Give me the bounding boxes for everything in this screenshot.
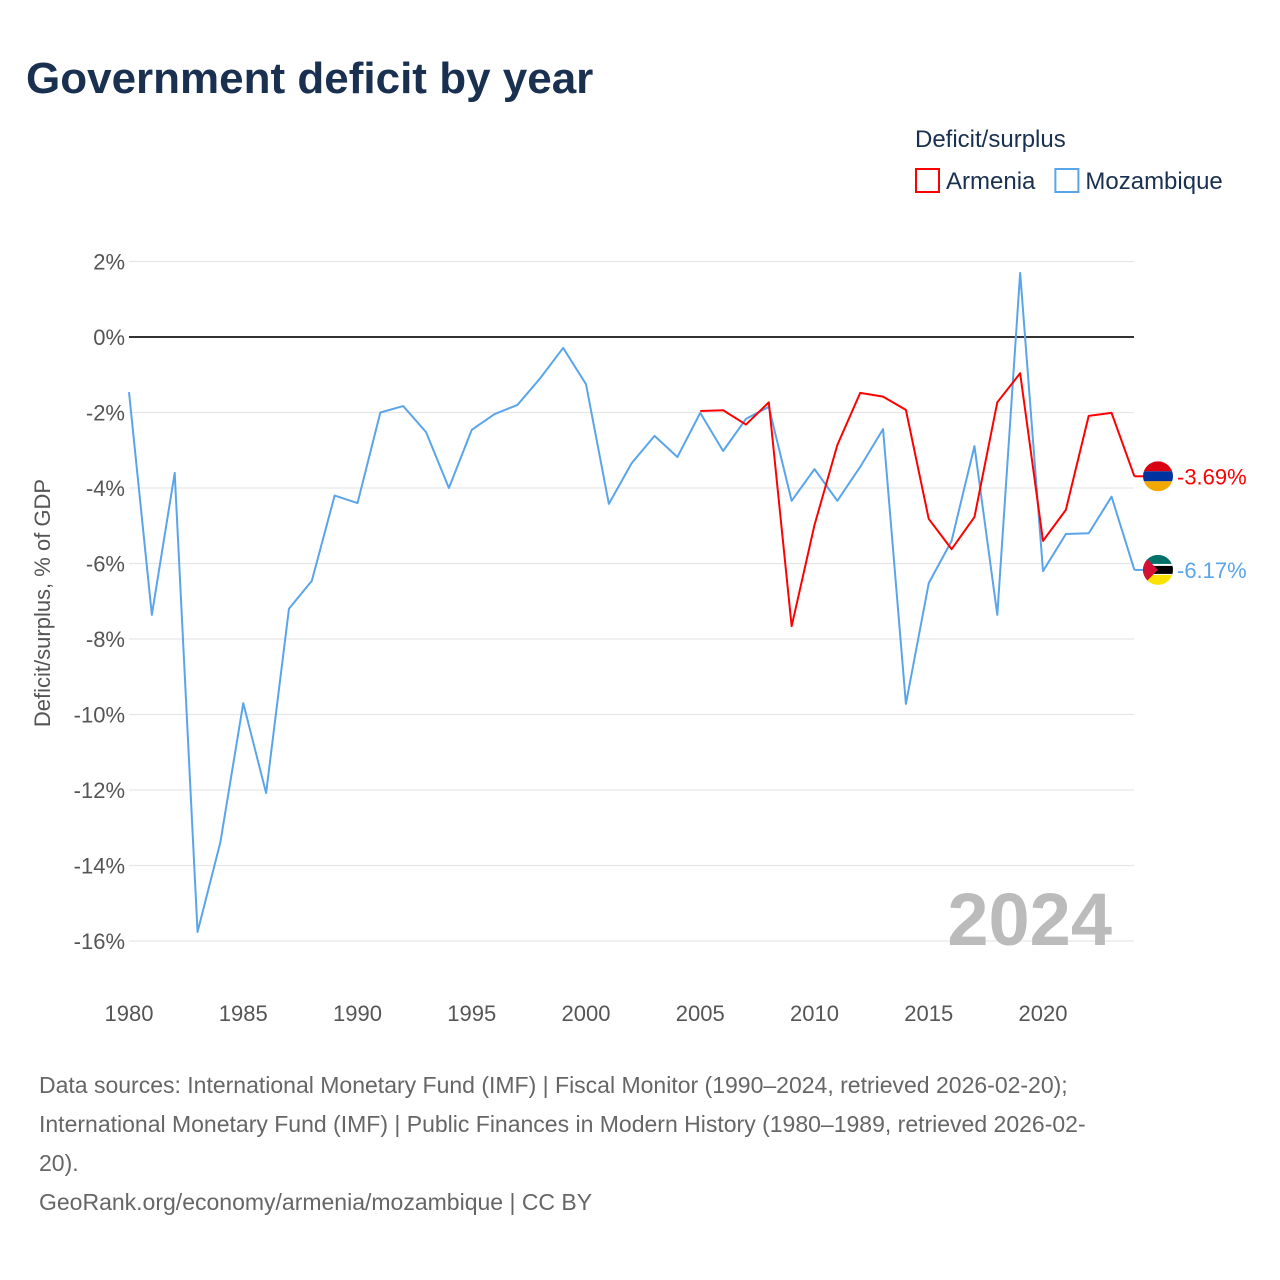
sources-line-1: Data sources: International Monetary Fun… [39,1072,1068,1098]
y-tick-label: -16% [74,929,125,954]
end-value-label: -3.69% [1177,464,1247,489]
y-tick-label: -14% [74,854,125,879]
x-tick-label: 1985 [219,1001,268,1026]
y-tick-label: -12% [74,778,125,803]
x-tick-label: 1995 [447,1001,496,1026]
armenia-flag-icon [1143,461,1173,492]
y-tick-label: -4% [86,476,125,501]
y-axis-ticks: 2% 0% -2% -4% -6% -8% -10% -12% -14% -16% [74,250,125,955]
y-tick-label: -2% [86,401,125,426]
legend-label-armenia[interactable]: Armenia [946,168,1036,195]
x-tick-label: 1980 [105,1001,154,1026]
y-tick-label: -8% [86,627,125,652]
x-tick-label: 2000 [562,1001,611,1026]
y-tick-label: 2% [93,250,125,275]
sources-line-2: International Monetary Fund (IMF) | Publ… [39,1111,1086,1137]
y-tick-label: -10% [74,703,125,728]
legend-label-mozambique[interactable]: Mozambique [1085,168,1222,195]
legend-swatch-armenia [915,168,940,193]
y-tick-label: 0% [93,325,125,350]
chart-title: Government deficit by year [26,54,593,103]
gridlines [129,260,1134,942]
y-axis-label: Deficit/surplus, % of GDP [30,479,55,727]
legend: Armenia Mozambique [915,168,1223,195]
x-tick-label: 2005 [676,1001,725,1026]
sources-line-3: 20). [39,1150,79,1176]
series-lines [128,271,1136,933]
series-line-armenia [700,372,1136,628]
x-tick-label: 2020 [1019,1001,1068,1026]
x-axis-ticks: 1980 1985 1990 1995 2000 2005 2010 2015 2020 [105,1001,1068,1026]
legend-title: Deficit/surplus [915,126,1066,153]
mozambique-flag-icon [1143,554,1173,585]
y-tick-label: -6% [86,552,125,577]
year-watermark: 2024 [947,878,1112,961]
end-value-label: -6.17% [1177,558,1247,583]
legend-swatch-mozambique [1054,168,1080,193]
credit-link[interactable]: GeoRank.org/economy/armenia/mozambique |… [39,1189,592,1215]
x-tick-label: 1990 [333,1001,382,1026]
x-tick-label: 2010 [790,1001,839,1026]
end-labels: -3.69% -6.17% [1134,461,1247,585]
x-tick-label: 2015 [904,1001,953,1026]
series-line-mozambique [128,271,1136,933]
